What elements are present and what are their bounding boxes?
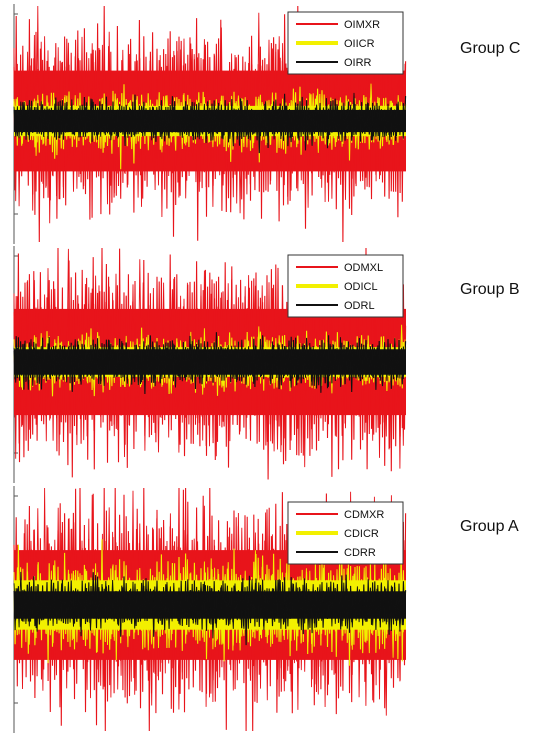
legend-label-oiicr: OIICR xyxy=(344,38,375,50)
series-cdrr xyxy=(13,571,407,646)
panel-2: CDMXR CDICR CDRR xyxy=(13,486,407,733)
group-c-label: Group C xyxy=(460,40,521,57)
legend-label-oimxr: OIMXR xyxy=(344,19,380,31)
group-a-label: Group A xyxy=(460,518,519,535)
legend-1: ODMXL ODICL ODRL xyxy=(287,254,404,318)
legend-2: CDMXR CDICR CDRR xyxy=(287,501,404,565)
panel-1: ODMXL ODICL ODRL xyxy=(13,246,407,483)
legend-label-cdrr: CDRR xyxy=(344,547,376,559)
series-odrl-trace xyxy=(13,332,407,395)
panel-0: OIMXR OIICR OIRR xyxy=(13,4,407,244)
series-odrl xyxy=(13,332,407,395)
legend-label-cdmxr: CDMXR xyxy=(344,509,384,521)
series-cdrr-trace-b xyxy=(13,571,406,639)
series-oirr xyxy=(13,92,407,154)
series-odrl-trace-b xyxy=(13,337,406,388)
legend-label-cdicr: CDICR xyxy=(344,528,379,540)
group-b-label: Group B xyxy=(460,281,520,298)
legend-0: OIMXR OIICR OIRR xyxy=(287,11,404,75)
legend-label-odrl: ODRL xyxy=(344,300,375,312)
legend-label-odicl: ODICL xyxy=(344,281,378,293)
legend-label-oirr: OIRR xyxy=(344,57,372,69)
legend-label-odmxl: ODMXL xyxy=(344,262,383,274)
series-oirr-trace-b xyxy=(13,92,406,147)
